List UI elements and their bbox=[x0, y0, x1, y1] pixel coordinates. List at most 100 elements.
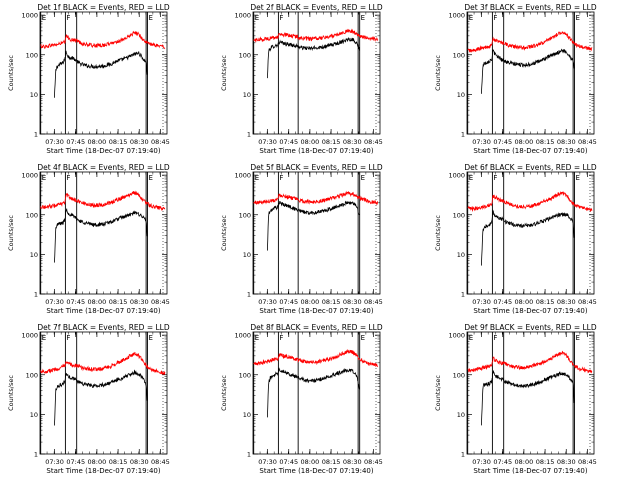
y-tick-label: 10 bbox=[243, 91, 251, 99]
x-tick-label: 08:15 bbox=[322, 298, 341, 306]
x-tick-label: 08:45 bbox=[151, 138, 170, 146]
y-tick-label: 100 bbox=[26, 51, 38, 59]
event-marker-label: F bbox=[279, 14, 283, 22]
y-tick-label: 10 bbox=[30, 251, 38, 259]
y-axis-label: Counts/sec bbox=[7, 215, 15, 251]
x-tick-label: 08:45 bbox=[578, 138, 597, 146]
event-marker-label: E bbox=[255, 334, 259, 342]
event-marker-label: F bbox=[493, 14, 497, 22]
x-tick-label: 08:00 bbox=[301, 138, 320, 146]
chart-title: Det 6f BLACK = Events, RED = LLD bbox=[464, 163, 597, 172]
event-marker-label: E bbox=[149, 334, 153, 342]
x-axis-label: Start Time (18-Dec-07 07:19:40) bbox=[473, 147, 587, 155]
series-line-lld bbox=[467, 350, 593, 374]
event-marker-label: F bbox=[493, 174, 497, 182]
y-tick-label: 100 bbox=[453, 211, 465, 219]
event-marker-label: E bbox=[42, 334, 46, 342]
x-tick-label: 07:30 bbox=[45, 458, 64, 466]
x-tick-label: 08:30 bbox=[130, 458, 149, 466]
chart-title: Det 5f BLACK = Events, RED = LLD bbox=[250, 163, 383, 172]
x-tick-label: 07:30 bbox=[258, 458, 277, 466]
series-line-lld bbox=[467, 190, 593, 213]
x-tick-label: 08:00 bbox=[515, 458, 534, 466]
x-tick-label: 07:30 bbox=[472, 458, 491, 466]
y-tick-label: 1000 bbox=[21, 332, 38, 340]
x-tick-label: 07:30 bbox=[258, 138, 277, 146]
event-marker-label: E bbox=[149, 14, 153, 22]
event-marker-label: E bbox=[255, 14, 259, 22]
x-axis-label: Start Time (18-Dec-07 07:19:40) bbox=[473, 307, 587, 315]
y-tick-label: 1 bbox=[461, 451, 465, 459]
series-line-events bbox=[480, 48, 575, 94]
y-tick-label: 10 bbox=[457, 411, 465, 419]
y-tick-label: 1000 bbox=[448, 172, 465, 180]
event-marker-label: F bbox=[66, 14, 70, 22]
series-line-lld bbox=[40, 351, 166, 375]
y-tick-label: 10 bbox=[30, 411, 38, 419]
x-tick-label: 08:45 bbox=[151, 458, 170, 466]
x-tick-label: 08:30 bbox=[557, 138, 576, 146]
y-tick-label: 100 bbox=[239, 211, 251, 219]
y-tick-label: 1000 bbox=[21, 12, 38, 20]
chart-title: Det 1f BLACK = Events, RED = LLD bbox=[37, 3, 170, 12]
x-tick-label: 08:15 bbox=[322, 458, 341, 466]
x-tick-label: 08:45 bbox=[578, 298, 597, 306]
chart-title: Det 8f BLACK = Events, RED = LLD bbox=[250, 323, 383, 332]
chart-panel-2: Det 2f BLACK = Events, RED = LLD Counts/s… bbox=[220, 3, 383, 155]
series-line-events bbox=[266, 200, 360, 251]
x-tick-label: 07:45 bbox=[493, 138, 512, 146]
x-tick-label: 08:30 bbox=[557, 458, 576, 466]
x-tick-label: 08:15 bbox=[536, 458, 555, 466]
x-tick-label: 08:00 bbox=[88, 138, 107, 146]
y-axis-label: Counts/sec bbox=[434, 55, 442, 91]
chart-panel-6: Det 6f BLACK = Events, RED = LLD Counts/s… bbox=[434, 163, 597, 315]
x-tick-label: 08:00 bbox=[515, 298, 534, 306]
event-marker-label: E bbox=[576, 334, 580, 342]
chart-panel-4: Det 4f BLACK = Events, RED = LLD Counts/s… bbox=[7, 163, 170, 315]
x-tick-label: 08:00 bbox=[88, 298, 107, 306]
x-tick-label: 08:00 bbox=[515, 138, 534, 146]
y-axis-label: Counts/sec bbox=[220, 215, 228, 251]
y-tick-label: 1 bbox=[461, 131, 465, 139]
x-tick-label: 07:45 bbox=[279, 138, 298, 146]
y-axis-label: Counts/sec bbox=[220, 55, 228, 91]
chart-panel-9: Det 9f BLACK = Events, RED = LLD Counts/s… bbox=[434, 323, 597, 475]
x-tick-label: 07:45 bbox=[66, 458, 85, 466]
x-tick-label: 08:30 bbox=[343, 298, 362, 306]
y-tick-label: 1000 bbox=[234, 172, 251, 180]
y-tick-label: 1 bbox=[34, 451, 38, 459]
x-tick-label: 07:30 bbox=[45, 138, 64, 146]
series-line-events bbox=[53, 208, 148, 263]
series-line-lld bbox=[40, 190, 166, 212]
y-tick-label: 1 bbox=[247, 131, 251, 139]
x-axis-label: Start Time (18-Dec-07 07:19:40) bbox=[46, 147, 160, 155]
chart-title: Det 4f BLACK = Events, RED = LLD bbox=[37, 163, 170, 172]
y-tick-label: 1 bbox=[247, 291, 251, 299]
series-line-lld bbox=[253, 349, 378, 368]
y-axis-label: Counts/sec bbox=[7, 55, 15, 91]
series-line-lld bbox=[253, 28, 379, 43]
y-tick-label: 10 bbox=[457, 251, 465, 259]
event-marker-label: E bbox=[576, 174, 580, 182]
chart-panel-8: Det 8f BLACK = Events, RED = LLD Counts/s… bbox=[220, 323, 383, 475]
x-tick-label: 08:30 bbox=[557, 298, 576, 306]
series-line-lld bbox=[467, 30, 593, 53]
chart-panel-5: Det 5f BLACK = Events, RED = LLD Counts/s… bbox=[220, 163, 383, 315]
series-line-events bbox=[480, 209, 575, 266]
event-marker-label: E bbox=[149, 174, 153, 182]
y-tick-label: 1 bbox=[461, 291, 465, 299]
x-tick-label: 08:45 bbox=[364, 458, 383, 466]
x-tick-label: 08:30 bbox=[130, 138, 149, 146]
event-marker-label: E bbox=[576, 14, 580, 22]
event-marker-label: E bbox=[361, 14, 365, 22]
x-tick-label: 08:45 bbox=[364, 138, 383, 146]
chart-panel-7: Det 7f BLACK = Events, RED = LLD Counts/s… bbox=[7, 323, 170, 475]
x-tick-label: 08:15 bbox=[322, 138, 341, 146]
x-axis-label: Start Time (18-Dec-07 07:19:40) bbox=[46, 467, 160, 475]
x-tick-label: 07:45 bbox=[493, 458, 512, 466]
x-axis-label: Start Time (18-Dec-07 07:19:40) bbox=[473, 467, 587, 475]
event-marker-label: F bbox=[279, 334, 283, 342]
y-tick-label: 1000 bbox=[448, 332, 465, 340]
x-axis-label: Start Time (18-Dec-07 07:19:40) bbox=[259, 307, 373, 315]
